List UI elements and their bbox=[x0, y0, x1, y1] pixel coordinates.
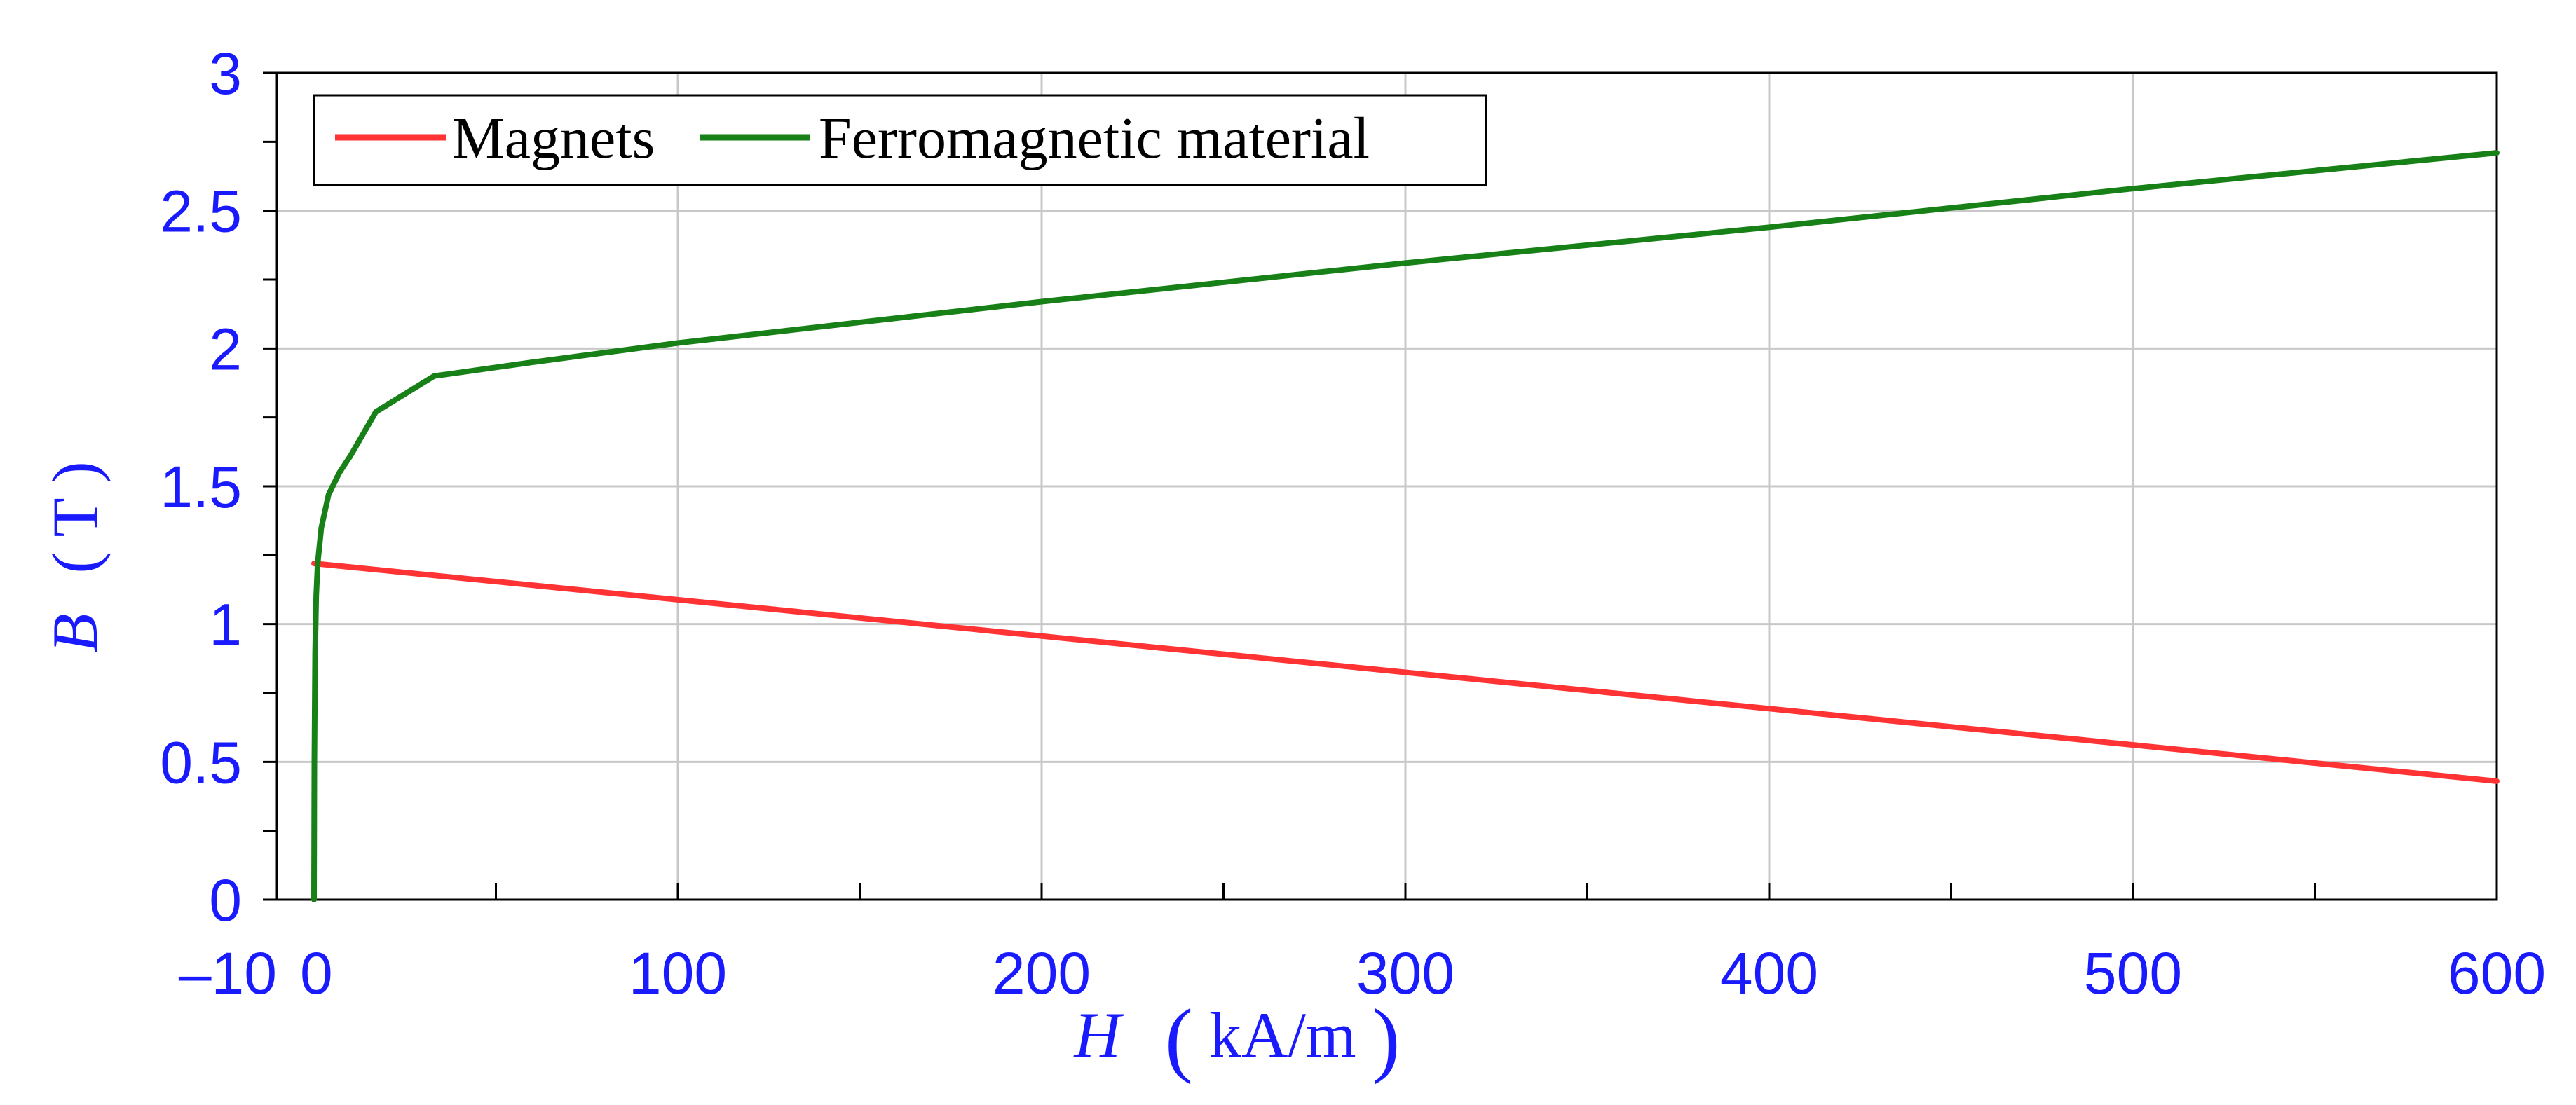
x-axis-close-paren: ) bbox=[1372, 991, 1401, 1085]
y-tick-label-2.5: 2.5 bbox=[160, 179, 242, 245]
y-tick-label-0.5: 0.5 bbox=[160, 729, 242, 795]
svg-text:H ( kA/m ): H ( kA/m ) bbox=[1074, 991, 1401, 1085]
y-axis-symbol: B bbox=[39, 613, 111, 652]
legend-box bbox=[313, 94, 1487, 186]
x-tick-label-100: 100 bbox=[629, 940, 727, 1006]
x-tick-label-200: 200 bbox=[993, 940, 1091, 1006]
y-tick-label-1.5: 1.5 bbox=[160, 454, 242, 520]
series-line-ferromagnetic bbox=[311, 150, 2500, 902]
x-axis-symbol: H bbox=[1074, 999, 1124, 1071]
x-tick-label-500: 500 bbox=[2084, 940, 2182, 1006]
y-axis-open-paren: ( bbox=[39, 552, 111, 574]
x-tick-label-400: 400 bbox=[1720, 940, 1818, 1006]
series-line-magnets bbox=[311, 561, 2500, 784]
svg-text:B ( T ): B ( T ) bbox=[39, 461, 111, 652]
y-tick-label-2: 2 bbox=[209, 316, 242, 382]
y-axis-unit: T bbox=[39, 499, 111, 537]
y-axis-close-paren: ) bbox=[39, 461, 111, 483]
x-tick-label-0: 0 bbox=[300, 940, 333, 1006]
y-tick-labels: 0 0.5 1 1.5 2 2.5 3 bbox=[160, 41, 242, 933]
y-axis-title: B ( T ) bbox=[39, 461, 111, 652]
series-lines bbox=[311, 150, 2500, 902]
plot-frame bbox=[275, 71, 2498, 901]
x-axis-unit: kA/m bbox=[1209, 999, 1356, 1071]
x-tick-label-min: –10 bbox=[179, 940, 277, 1006]
x-tick-label-300: 300 bbox=[1356, 940, 1454, 1006]
y-tick-label-0: 0 bbox=[209, 867, 242, 933]
x-axis-title: H ( kA/m ) bbox=[1074, 991, 1401, 1085]
y-tick-label-3: 3 bbox=[209, 41, 242, 107]
legend-label-ferromagnetic: Ferromagnetic material bbox=[819, 106, 1370, 171]
x-tick-label-600: 600 bbox=[2448, 940, 2546, 1006]
x-axis-open-paren: ( bbox=[1165, 991, 1193, 1085]
y-tick-label-1: 1 bbox=[209, 592, 242, 658]
x-tick-labels: –10 0 100 200 300 400 500 600 bbox=[179, 940, 2546, 1006]
legend-label-magnets: Magnets bbox=[452, 106, 655, 171]
legend: Magnets Ferromagnetic material bbox=[313, 94, 1487, 186]
